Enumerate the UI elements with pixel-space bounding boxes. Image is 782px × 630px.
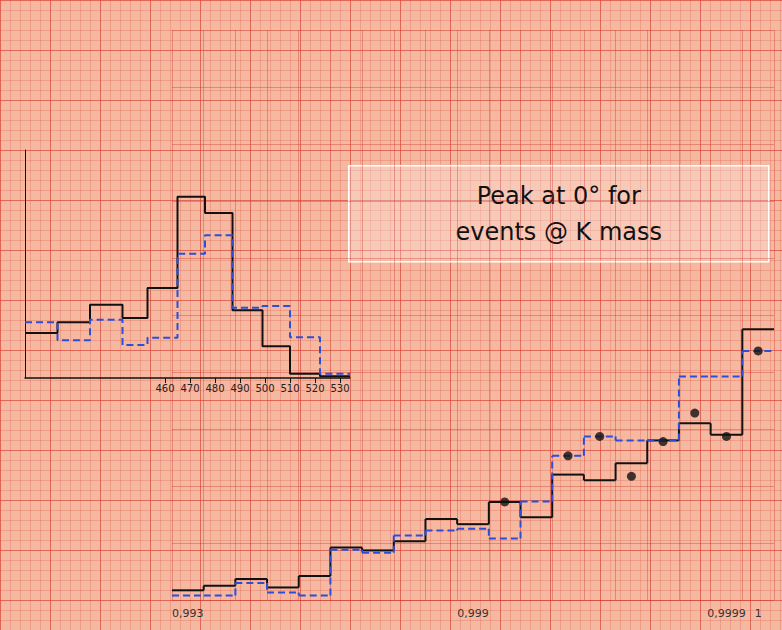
svg-text:480: 480	[205, 383, 224, 394]
svg-text:Peak at 0° for: Peak at 0° for	[477, 182, 641, 210]
svg-text:510: 510	[280, 383, 299, 394]
svg-text:470: 470	[180, 383, 199, 394]
svg-text:530: 530	[330, 383, 349, 394]
svg-text:0,993: 0,993	[172, 607, 204, 620]
svg-text:1: 1	[755, 607, 762, 620]
svg-text:0,9999: 0,9999	[707, 607, 746, 620]
svg-text:490: 490	[230, 383, 249, 394]
svg-text:460: 460	[155, 383, 174, 394]
svg-text:events @ K mass: events @ K mass	[455, 218, 662, 246]
svg-text:0,999: 0,999	[457, 607, 489, 620]
svg-text:500: 500	[255, 383, 274, 394]
svg-text:520: 520	[305, 383, 324, 394]
